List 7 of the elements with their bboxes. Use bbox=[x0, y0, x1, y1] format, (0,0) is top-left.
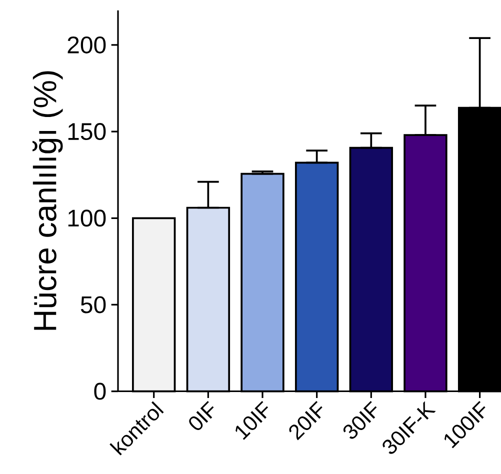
y-tick-label: 150 bbox=[68, 123, 106, 140]
y-axis-title: Hücre canlılığı (%) bbox=[32, 71, 63, 330]
y-tick-label: 50 bbox=[80, 296, 106, 314]
y-tick-label: 100 bbox=[68, 210, 106, 227]
y-tick-label: 200 bbox=[68, 36, 106, 54]
y-tick-label: 0 bbox=[94, 382, 106, 400]
x-tick-label: 0IF bbox=[189, 401, 214, 430]
